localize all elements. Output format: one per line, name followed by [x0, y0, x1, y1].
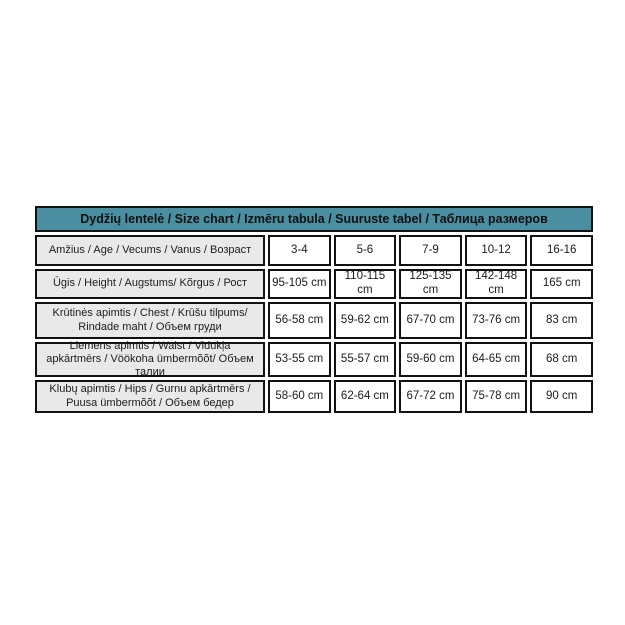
row-label: Amžius / Age / Vecums / Vanus / Возраст: [35, 235, 265, 266]
size-value-cell: 53-55 cm: [268, 342, 331, 377]
size-chart-title: Dydžių lentelė / Size chart / Izmēru tab…: [35, 206, 593, 232]
size-value-cell: 7-9: [399, 235, 462, 266]
size-value-cell: 165 cm: [530, 269, 593, 299]
size-value-cell: 10-12: [464, 235, 528, 266]
row-label: Krūtinės apimtis / Chest / Krūšu tilpums…: [35, 302, 265, 339]
size-value-cell: 64-65 cm: [464, 342, 528, 377]
size-chart-table: Dydžių lentelė / Size chart / Izmēru tab…: [35, 206, 593, 413]
size-value-cell: 58-60 cm: [268, 380, 331, 413]
size-value-cell: 67-70 cm: [399, 302, 462, 339]
size-value-cell: 62-64 cm: [333, 380, 397, 413]
size-value-cell: 67-72 cm: [399, 380, 462, 413]
size-value-cell: 68 cm: [530, 342, 593, 377]
size-value-cell: 142-148 cm: [464, 269, 528, 299]
size-value-cell: 125-135 cm: [399, 269, 462, 299]
row-label: Liemens apimtis / Waist / Vidukļa apkārt…: [35, 340, 265, 378]
size-value-cell: 59-60 cm: [399, 342, 462, 377]
size-value-cell: 95-105 cm: [268, 269, 331, 299]
size-value-cell: 16-16: [530, 235, 593, 266]
size-value-cell: 59-62 cm: [333, 302, 397, 339]
size-value-cell: 3-4: [268, 235, 331, 266]
size-value-cell: 75-78 cm: [464, 380, 528, 413]
size-value-cell: 5-6: [333, 235, 397, 266]
size-value-cell: 90 cm: [530, 380, 593, 413]
row-label: Ūgis / Height / Augstums/ Kõrgus / Рост: [35, 269, 265, 299]
row-label: Klubų apimtis / Hips / Gurnu apkārtmērs …: [35, 380, 265, 413]
size-value-cell: 55-57 cm: [333, 342, 397, 377]
size-value-cell: 73-76 cm: [464, 302, 528, 339]
size-value-cell: 110-115 cm: [333, 269, 397, 299]
size-value-cell: 83 cm: [530, 302, 593, 339]
size-value-cell: 56-58 cm: [268, 302, 331, 339]
